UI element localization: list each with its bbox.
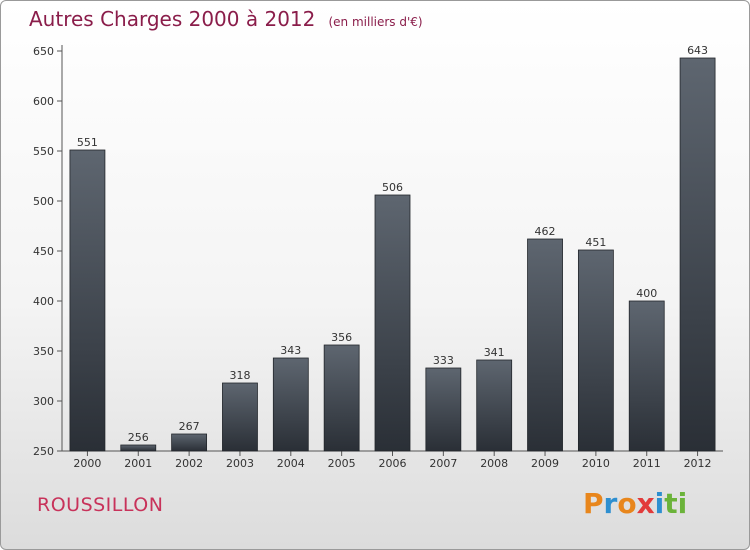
y-tick-label: 650 xyxy=(33,45,54,58)
bar-value-label: 451 xyxy=(585,236,606,249)
title-row: Autres Charges 2000 à 2012 (en milliers … xyxy=(29,7,423,31)
bar xyxy=(476,359,513,452)
x-tick-label: 2005 xyxy=(328,457,356,470)
logo-letter: P xyxy=(583,487,604,520)
y-tick-label: 450 xyxy=(33,245,54,258)
x-tick-label: 2000 xyxy=(73,457,101,470)
bar-value-label: 400 xyxy=(636,287,657,300)
x-tick-label: 2012 xyxy=(684,457,712,470)
y-tick-label: 250 xyxy=(33,445,54,458)
bar-value-label: 643 xyxy=(687,44,708,57)
x-tick-label: 2004 xyxy=(277,457,305,470)
bar xyxy=(171,433,208,452)
x-tick-label: 2006 xyxy=(379,457,407,470)
bar-value-label: 462 xyxy=(535,225,556,238)
y-tick-label: 600 xyxy=(33,95,54,108)
bar-value-label: 341 xyxy=(484,346,505,359)
x-tick-label: 2008 xyxy=(480,457,508,470)
bar-value-labels: 551 256 267 318 343 356 506 333 341 462 451 400 643 xyxy=(77,44,708,444)
bar xyxy=(628,300,665,452)
logo-letter: o xyxy=(617,487,637,520)
bar xyxy=(69,149,106,452)
bar-value-label: 343 xyxy=(280,344,301,357)
bar xyxy=(527,238,563,452)
y-tick-label: 500 xyxy=(33,195,54,208)
bar-value-label: 318 xyxy=(229,369,250,382)
x-tick-label: 2009 xyxy=(531,457,559,470)
logo-letter: i xyxy=(654,487,665,520)
x-tick-label: 2011 xyxy=(633,457,661,470)
bar xyxy=(425,367,462,452)
bar-value-label: 551 xyxy=(77,136,98,149)
logo-letter: t xyxy=(664,487,678,520)
y-tick-label: 350 xyxy=(33,345,54,358)
y-tick-label: 300 xyxy=(33,395,54,408)
x-tick-label: 2002 xyxy=(175,457,203,470)
bars xyxy=(69,57,716,452)
x-tick-label: 2003 xyxy=(226,457,254,470)
y-tick-label: 550 xyxy=(33,145,54,158)
bar-value-label: 333 xyxy=(433,354,454,367)
bar xyxy=(374,194,411,452)
bar xyxy=(222,382,258,452)
bar-value-label: 506 xyxy=(382,181,403,194)
bar-value-label: 256 xyxy=(128,431,149,444)
bar xyxy=(323,344,360,452)
bar-value-label: 267 xyxy=(179,420,200,433)
commune-name: ROUSSILLON xyxy=(37,494,164,516)
bar xyxy=(679,57,716,452)
axes: 250 300 350 400 450 500 550 600 650 2000 2001 2002 2… xyxy=(33,45,723,470)
y-tick-label: 400 xyxy=(33,295,54,308)
chart-title: Autres Charges 2000 à 2012 xyxy=(29,7,316,31)
bar xyxy=(272,357,309,452)
x-tick-label: 2010 xyxy=(582,457,610,470)
logo-letter: r xyxy=(603,487,618,520)
bar xyxy=(577,249,614,452)
chart-unit: (en milliers d'€) xyxy=(328,15,423,29)
proxiti-logo: Proxiti xyxy=(583,487,687,520)
bar-value-label: 356 xyxy=(331,331,352,344)
logo-letter: x xyxy=(636,487,655,520)
x-tick-label: 2001 xyxy=(124,457,152,470)
bar xyxy=(120,444,157,452)
x-tick-label: 2007 xyxy=(429,457,457,470)
logo-letter: i xyxy=(677,487,688,520)
